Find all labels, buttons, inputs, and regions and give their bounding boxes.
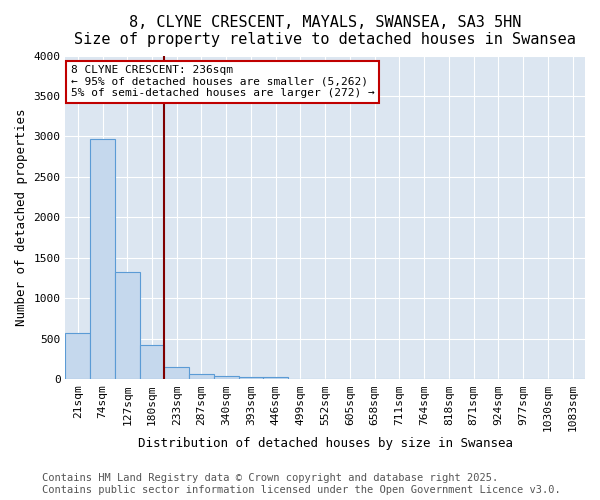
Bar	[164, 367, 189, 380]
Bar	[115, 272, 140, 380]
Bar	[189, 374, 214, 380]
Bar	[263, 377, 288, 380]
Bar	[214, 376, 239, 380]
Bar	[140, 346, 164, 380]
X-axis label: Distribution of detached houses by size in Swansea: Distribution of detached houses by size …	[138, 437, 513, 450]
Bar	[239, 377, 263, 380]
Text: 8 CLYNE CRESCENT: 236sqm
← 95% of detached houses are smaller (5,262)
5% of semi: 8 CLYNE CRESCENT: 236sqm ← 95% of detach…	[71, 65, 374, 98]
Bar	[90, 139, 115, 380]
Text: Contains HM Land Registry data © Crown copyright and database right 2025.
Contai: Contains HM Land Registry data © Crown c…	[42, 474, 561, 495]
Bar	[65, 333, 90, 380]
Title: 8, CLYNE CRESCENT, MAYALS, SWANSEA, SA3 5HN
Size of property relative to detache: 8, CLYNE CRESCENT, MAYALS, SWANSEA, SA3 …	[74, 15, 576, 48]
Y-axis label: Number of detached properties: Number of detached properties	[15, 108, 28, 326]
